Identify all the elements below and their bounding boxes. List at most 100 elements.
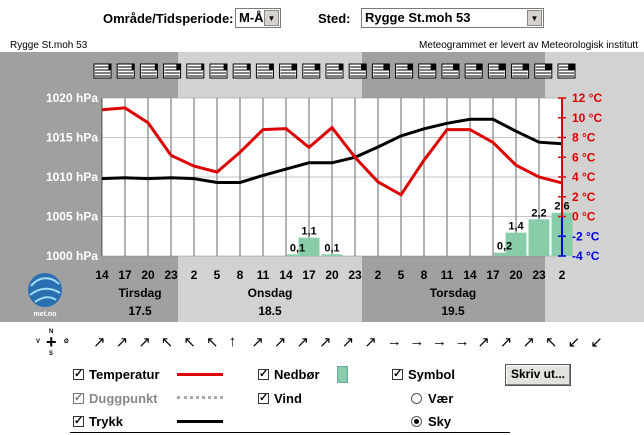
duggpunkt-swatch <box>177 396 223 399</box>
temperatur-swatch <box>177 373 223 376</box>
chevron-down-icon[interactable]: ▼ <box>264 10 279 26</box>
hour-tick-label: 5 <box>214 268 221 282</box>
precip-bars <box>287 212 573 256</box>
hour-tick-label: 8 <box>237 268 244 282</box>
wind-arrow-icon: ↗ <box>273 334 287 351</box>
pressure-tick-label: 1020 hPa <box>46 91 98 105</box>
hour-tick-label: 23 <box>348 268 362 282</box>
precip-value-label: 0,2 <box>497 241 512 253</box>
credit-text: Meteogrammet er levert av Meteorologisk … <box>419 40 638 51</box>
hour-tick-label: 2 <box>375 268 382 282</box>
precip-bar <box>528 219 550 256</box>
area-label: Område/Tidsperiode: <box>103 11 234 26</box>
cloud-cover-fill <box>545 64 552 70</box>
wind-arrow-icon: ↙ <box>590 334 603 351</box>
svg-text:met.no: met.no <box>34 311 57 318</box>
vind-label: Vind <box>274 391 302 406</box>
temperature-axis: 12 °C 10 °C 8 °C 6 °C 4 °C 2 °C 0 °C -2 °C -4 °C <box>558 91 602 263</box>
nedbor-swatch <box>337 366 348 383</box>
wind-arrow-icon: ↗ <box>522 334 535 351</box>
area-select[interactable]: M-Å ▼ <box>235 8 281 28</box>
temp-tick-label: 8 °C <box>572 131 596 145</box>
temperature-line <box>101 106 563 197</box>
hour-tick-label: 5 <box>398 268 405 282</box>
precip-bar <box>287 254 308 256</box>
symbol-checkbox[interactable]: ✓ <box>392 368 403 380</box>
wind-arrow-icon: ↗ <box>499 334 513 351</box>
pressure-line <box>101 117 563 184</box>
hour-tick-label: 23 <box>532 268 546 282</box>
precip-bar <box>298 237 320 256</box>
compass-n: N <box>49 329 54 335</box>
wind-arrow-icon: ↗ <box>319 334 332 351</box>
hour-tick-label: 23 <box>164 268 178 282</box>
compass-rose: N V + Ø S <box>36 329 69 360</box>
temp-tick-label: 4 °C <box>572 170 596 184</box>
duggpunkt-label: Duggpunkt <box>89 391 158 406</box>
hour-tick-label: 11 <box>257 268 270 282</box>
vaer-radio[interactable] <box>411 393 422 404</box>
trykk-checkbox[interactable]: ✓ <box>73 415 84 427</box>
trykk-swatch <box>177 420 223 423</box>
vaer-label: Vær <box>428 391 454 406</box>
day-name-label: Tirsdag <box>118 286 161 300</box>
cloud-cover-fill <box>383 64 390 70</box>
symbol-label: Symbol <box>408 367 455 382</box>
nedbor-checkbox[interactable]: ✓ <box>258 368 269 380</box>
hour-tick-label: 8 <box>421 268 428 282</box>
cloud-cover-fill <box>223 64 227 70</box>
temp-tick-label: 2 °C <box>572 190 596 204</box>
wind-arrow-icon: ↖ <box>160 334 174 351</box>
hour-tick-label: 11 <box>441 268 454 282</box>
pressure-tick-label: 1015 hPa <box>46 131 98 145</box>
temperatur-checkbox[interactable]: ✓ <box>73 368 84 380</box>
cloud-cover-fill <box>154 64 158 70</box>
cloud-cover-fill <box>568 64 575 70</box>
temp-tick-label: 10 °C <box>572 111 602 125</box>
compass-o: Ø <box>64 339 69 345</box>
met-logo: met.no <box>28 273 62 318</box>
cloud-cover-fill <box>291 64 297 70</box>
wind-arrows-row: ↗ ↗ ↗ ↖ ↖ ↖ ↑ ↗ ↗ ↗ ↗ ↗ ↗ → → → → ↗ ↗ ↗ ↖ ↙ ↙ <box>0 333 644 353</box>
wind-arrow-icon: ↗ <box>341 334 355 351</box>
station-name: Rygge St.moh 53 <box>10 40 88 51</box>
wind-arrow-icon: ↗ <box>251 334 264 351</box>
hour-tick-label: 20 <box>141 268 155 282</box>
hour-tick-label: 20 <box>509 268 523 282</box>
precip-bar <box>494 252 515 256</box>
hour-tick-label: 2 <box>191 268 198 282</box>
wind-arrow-icon: → <box>409 333 425 350</box>
cloud-cover-fill <box>338 64 343 70</box>
hour-tick-label: 14 <box>95 268 109 282</box>
wind-arrow-icon: ↖ <box>206 334 219 351</box>
precip-bar <box>505 232 527 256</box>
place-label: Sted: <box>318 11 351 26</box>
temp-tick-label: -2 °C <box>572 229 600 243</box>
day-date-label: 19.5 <box>441 304 465 318</box>
place-select[interactable]: Rygge St.moh 53 ▼ <box>361 8 544 28</box>
nedbor-label: Nedbør <box>274 367 320 382</box>
duggpunkt-checkbox[interactable]: ✓ <box>73 392 84 404</box>
print-button[interactable]: Skriv ut... <box>505 364 571 386</box>
vind-checkbox[interactable]: ✓ <box>258 392 269 404</box>
pressure-tick-label: 1000 hPa <box>46 249 98 263</box>
pressure-tick-label: 1010 hPa <box>46 170 98 184</box>
cloud-cover-fill <box>430 64 436 70</box>
precip-value-label: 0,1 <box>324 242 339 254</box>
cloud-cover-fill <box>476 64 483 70</box>
precip-value-label: 1,1 <box>301 226 316 238</box>
hour-tick-label: 14 <box>279 268 293 282</box>
cloud-cover-fill <box>407 64 413 70</box>
wind-arrow-icon: ↙ <box>567 334 581 351</box>
wind-arrow-icon: ↗ <box>115 334 129 351</box>
hour-tick-label: 17 <box>486 268 500 282</box>
sky-radio[interactable] <box>411 416 422 427</box>
chevron-down-icon[interactable]: ▼ <box>527 10 542 26</box>
wind-arrow-icon: ↗ <box>477 334 490 351</box>
wind-arrow-icon: ↗ <box>93 334 106 351</box>
weather-symbols <box>93 63 576 79</box>
precip-value-label: 1,4 <box>508 221 524 233</box>
trykk-label: Trykk <box>89 414 123 429</box>
day-labels: Tirsdag 17.5 Onsdag 18.5 Torsdag 19.5 <box>118 286 476 318</box>
